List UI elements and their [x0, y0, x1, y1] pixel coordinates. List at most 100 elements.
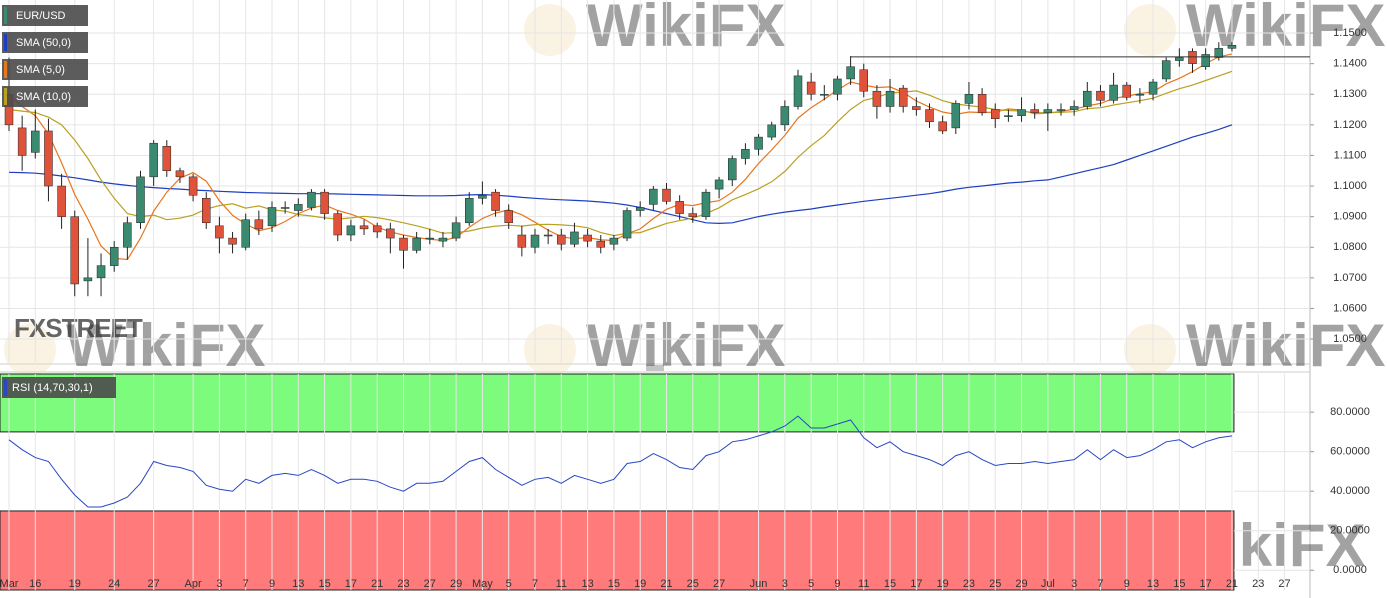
- candle-body: [635, 207, 645, 211]
- legend-box: [2, 377, 116, 398]
- rsi-line: [8, 415, 1233, 508]
- legend-label: SMA (50,0): [16, 37, 71, 49]
- logo: FXSTREET: [14, 313, 143, 343]
- candle-body: [951, 103, 961, 129]
- candle-body: [359, 225, 369, 230]
- candle-body: [885, 90, 895, 107]
- candle-body: [478, 194, 487, 199]
- candle-body: [662, 188, 671, 202]
- x-tick-label: 15: [1173, 578, 1185, 590]
- candle-body: [1109, 84, 1118, 101]
- candle-body: [228, 237, 237, 245]
- candle-body: [728, 158, 737, 181]
- candle-body: [1148, 81, 1158, 95]
- x-tick-label: 7: [532, 578, 538, 590]
- y-tick-label: 1.0500: [1333, 333, 1367, 345]
- x-tick-label: 5: [808, 578, 814, 590]
- candle-body: [215, 225, 224, 239]
- candle-body: [294, 204, 303, 211]
- candle-body: [714, 179, 724, 190]
- candle-body: [254, 219, 264, 230]
- candle-body: [1175, 57, 1184, 61]
- candle-body: [609, 237, 619, 245]
- y-tick-label: 0.0000: [1333, 564, 1367, 576]
- candle-body: [1201, 54, 1210, 67]
- candle-body: [31, 130, 40, 153]
- candle-body: [491, 191, 500, 211]
- x-tick-label: Apr: [185, 578, 202, 590]
- x-tick-label: 5: [506, 578, 512, 590]
- x-tick-label: 23: [963, 578, 975, 590]
- oversold-zone: [0, 510, 1235, 591]
- candle-body: [570, 231, 579, 245]
- candle-body: [333, 213, 342, 236]
- x-tick-label: 11: [858, 578, 869, 590]
- x-tick-label: 19: [634, 578, 646, 590]
- legend-box: [2, 59, 88, 80]
- watermark: WikiFX: [586, 0, 785, 59]
- candle-body: [504, 210, 513, 224]
- candle-body: [991, 109, 1000, 119]
- candle-body: [1227, 45, 1237, 49]
- x-tick-label: Jun: [750, 578, 768, 590]
- x-tick-label: 17: [910, 578, 922, 590]
- candle-body: [149, 142, 158, 178]
- candle-body: [320, 191, 329, 214]
- candle-body: [307, 191, 316, 208]
- marks-layer: [4, 42, 1310, 508]
- legend-label: SMA (10,0): [16, 91, 71, 103]
- candle-body: [399, 237, 408, 251]
- legend-box: [2, 5, 88, 26]
- candle-body: [557, 234, 566, 245]
- candle-body: [1004, 115, 1013, 117]
- y-tick-label: 1.1300: [1333, 88, 1367, 100]
- x-tick-label: 23: [397, 578, 409, 590]
- legend-swatch: [4, 7, 7, 24]
- candle-body: [964, 93, 974, 104]
- candle-body: [583, 234, 592, 242]
- candle-body: [754, 136, 763, 150]
- x-tick-label: Mar: [0, 578, 19, 590]
- x-tick-label: 13: [581, 578, 593, 590]
- x-tick-label: 27: [1278, 578, 1290, 590]
- candle-body: [123, 222, 132, 248]
- watermark: WikiFX: [586, 312, 785, 379]
- legend-box: [2, 86, 88, 107]
- candle-body: [438, 237, 448, 242]
- candle-body: [57, 185, 66, 217]
- y-tick-label: 1.1400: [1333, 58, 1367, 70]
- splitter-handle[interactable]: [646, 365, 664, 371]
- candle-body: [188, 176, 198, 196]
- x-tick-label: 7: [1097, 578, 1103, 590]
- watermark-icon: [1124, 324, 1176, 376]
- candle-body: [622, 210, 632, 239]
- candle-body: [412, 237, 421, 251]
- y-tick-label: 1.1500: [1333, 27, 1367, 39]
- text-layer: Mar 16 19 24 27 Apr 3 7 9 13 15 17 21 23 27 29 May 5 7 11 13…: [0, 5, 1370, 590]
- overbought-zone: [0, 373, 1235, 433]
- y-tick-label: 40.0000: [1330, 485, 1370, 497]
- x-tick-label: 29: [450, 578, 462, 590]
- x-tick-label: May: [472, 578, 493, 590]
- candle-body: [872, 90, 882, 107]
- candle-body: [1122, 84, 1131, 98]
- x-tick-label: 17: [1200, 578, 1212, 590]
- x-tick-label: 27: [148, 578, 160, 590]
- sma-line: [8, 70, 1233, 237]
- y-tick-label: 1.1000: [1333, 180, 1367, 192]
- watermark: WikiFX: [1186, 312, 1385, 379]
- x-tick-label: 27: [713, 578, 725, 590]
- candle-body: [1030, 109, 1039, 113]
- candle-body: [451, 222, 461, 239]
- x-tick-label: 17: [345, 578, 357, 590]
- y-tick-label: 1.0800: [1333, 241, 1367, 253]
- x-tick-label: 25: [989, 578, 1001, 590]
- x-tick-label: 21: [1226, 578, 1238, 590]
- candle-body: [912, 106, 921, 110]
- candle-body: [1135, 93, 1145, 96]
- x-tick-label: 25: [687, 578, 699, 590]
